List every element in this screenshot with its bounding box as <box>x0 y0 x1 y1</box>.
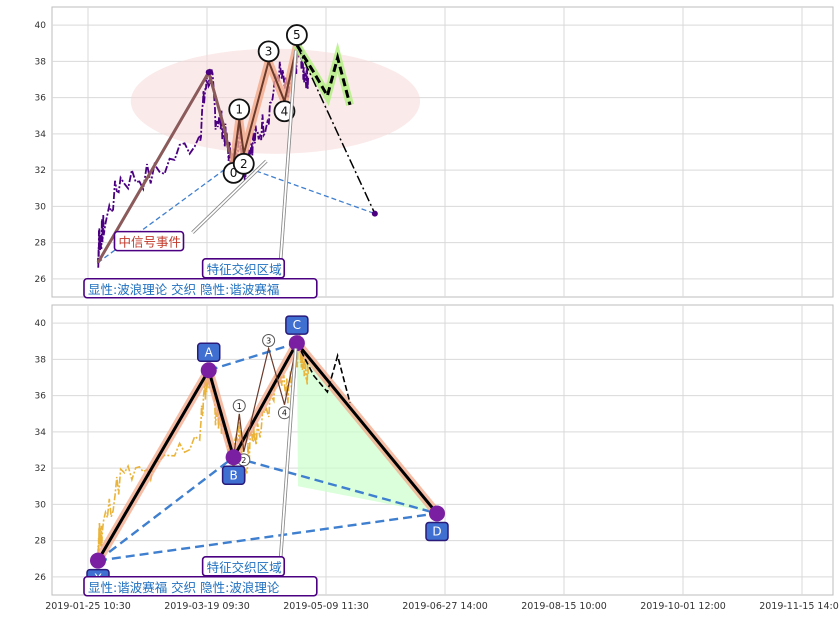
harmonic-point-label: B <box>229 468 237 482</box>
annotation-box <box>83 277 318 299</box>
wave-label-text: 1 <box>235 102 243 116</box>
projection-line <box>295 44 352 106</box>
wave-label-text: 4 <box>281 104 289 118</box>
annotation-arrow-inner <box>191 160 267 234</box>
wave-label-circle <box>257 40 280 63</box>
feature-ellipse <box>130 48 421 154</box>
y-tick-label: 34 <box>35 130 47 140</box>
wave-line <box>232 44 298 164</box>
projection-line <box>296 342 351 404</box>
harmonic-point-label: A <box>205 345 214 359</box>
harmonic-point-label: D <box>432 524 441 538</box>
leg-ab <box>207 369 236 458</box>
leg-bc <box>232 342 299 458</box>
endpoint-marker <box>205 69 212 76</box>
harmonic-point-marker <box>288 335 305 352</box>
leg-xa <box>96 369 211 562</box>
y-tick-label: 32 <box>35 166 46 176</box>
annotation-text: 特征交织区域 <box>207 560 282 575</box>
endpoint-marker <box>371 210 378 217</box>
wave-label-text: 0 <box>230 166 238 180</box>
x-tick-label: 2019-06-27 14:00 <box>402 601 488 612</box>
wave-label-text: 3 <box>265 44 273 58</box>
x-tick-label: 2019-03-19 09:30 <box>164 601 250 612</box>
y-tick-label: 34 <box>35 428 47 438</box>
y-tick-label: 38 <box>35 57 47 67</box>
y-tick-label: 36 <box>35 94 47 104</box>
annotation-arrow-inner <box>279 50 297 260</box>
wave-label-text: 1 <box>237 402 242 411</box>
y-tick-label: 32 <box>35 464 46 474</box>
harmonic-point-box <box>425 521 449 542</box>
cycle-line <box>96 68 236 264</box>
annotation-text: 特征交织区域 <box>207 262 282 277</box>
annotation-text: 显性:谐波赛福 交织 隐性:波浪理论 <box>88 580 280 595</box>
y-tick-label: 40 <box>35 21 47 31</box>
y-tick-label: 28 <box>35 239 47 249</box>
annotation-box <box>201 258 286 279</box>
y-tick-label: 26 <box>35 573 47 583</box>
harmonic-dashed-line <box>208 341 298 372</box>
y-tick-label: 26 <box>35 275 47 285</box>
chart-panel-1: 2628303234363840012345中信号事件特征交织区域显性:波浪理论… <box>35 6 834 299</box>
x-tick-label: 2019-08-15 10:00 <box>521 601 607 612</box>
wave-label-circle <box>232 399 246 413</box>
annotation-box <box>83 575 318 597</box>
x-tick-label: 2019-05-09 11:30 <box>283 601 369 612</box>
trend-line <box>296 44 376 214</box>
wave-label-text: 2 <box>240 157 248 171</box>
harmonic-point-marker <box>200 362 217 379</box>
x-tick-label: 2019-10-01 12:00 <box>640 601 726 612</box>
harmonic-dashed-line <box>233 456 438 515</box>
wave-label-text: 4 <box>282 409 287 418</box>
y-tick-label: 30 <box>35 202 47 212</box>
wave-line <box>233 342 298 458</box>
y-tick-label: 38 <box>35 355 47 365</box>
harmonic-point-box <box>196 342 221 362</box>
plot-area <box>51 304 834 596</box>
wave-label-text: 5 <box>293 28 301 42</box>
wave-label-circle <box>262 334 276 347</box>
annotation-box <box>113 230 185 252</box>
y-tick-label: 30 <box>35 500 47 510</box>
annotation-arrow-inner <box>279 348 297 558</box>
harmonic-point-marker <box>90 552 106 569</box>
y-tick-label: 28 <box>35 537 47 547</box>
annotation-text: 中信号事件 <box>118 235 181 250</box>
wave-label-circle <box>285 24 308 46</box>
leg-cd <box>295 342 439 515</box>
annotation-box <box>201 556 286 577</box>
harmonic-dashed-line <box>97 456 235 562</box>
plot-area <box>51 6 834 298</box>
harmonic-point-box <box>221 465 246 485</box>
chart-panel-2: 26283032343638401234XABCD特征交织区域显性:谐波赛福 交… <box>35 304 834 597</box>
y-tick-label: 40 <box>35 319 47 329</box>
harmonic-point-box <box>285 315 309 335</box>
y-tick-label: 36 <box>35 392 47 402</box>
x-tick-label: 2019-01-25 10:30 <box>45 601 131 612</box>
wave-label-text: 3 <box>266 337 271 346</box>
x-tick-label: 2019-11-15 14:00 <box>759 601 839 612</box>
wave-label-text: 2 <box>241 456 246 465</box>
annotation-text: 显性:波浪理论 交织 隐性:谐波赛福 <box>88 282 279 297</box>
wave-label-circle <box>228 98 251 121</box>
harmonic-dashed-line <box>97 512 438 562</box>
harmonic-point-marker <box>225 449 242 466</box>
harmonic-point-marker <box>429 505 445 522</box>
harmonic-point-label: C <box>293 318 301 332</box>
wave-label-circle <box>232 152 255 175</box>
